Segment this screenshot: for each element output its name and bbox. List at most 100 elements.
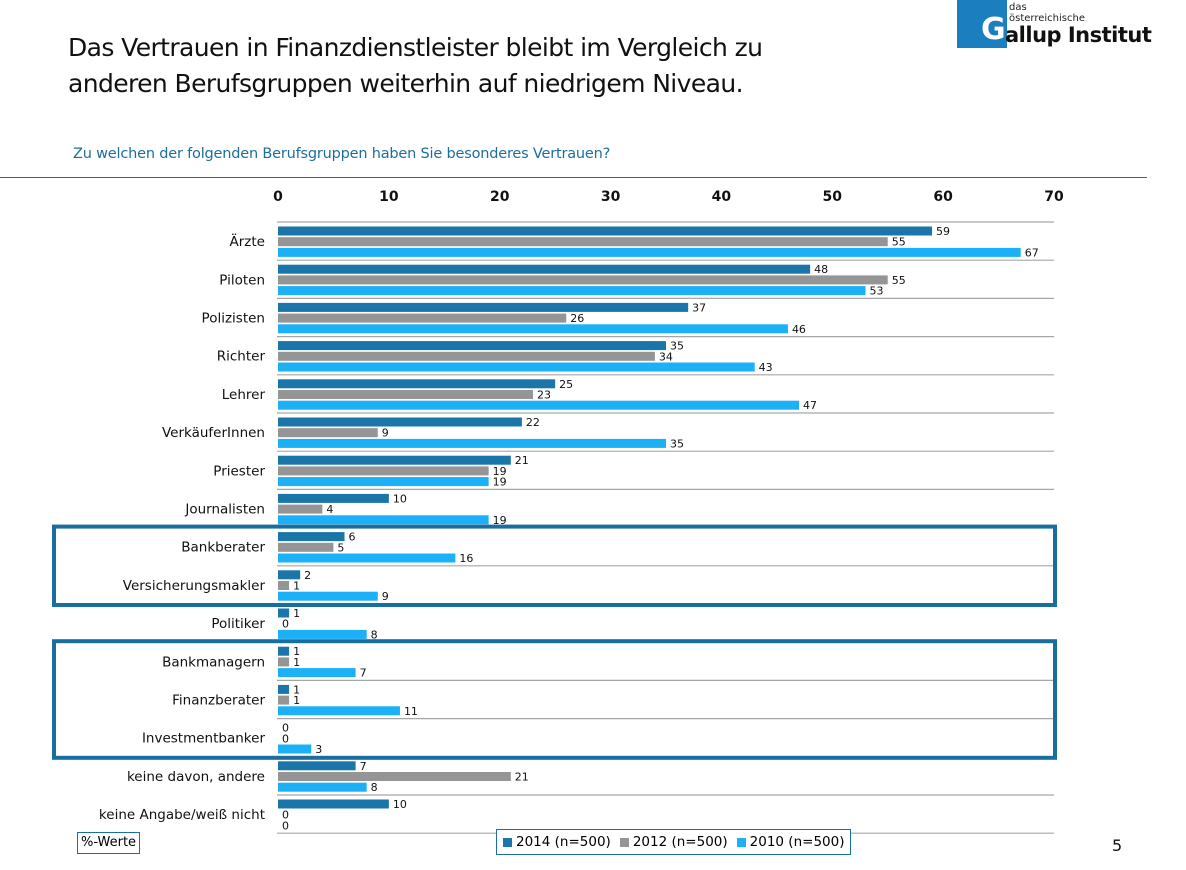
category-label-bankberater: Bankberater bbox=[181, 540, 265, 556]
page-number: 5 bbox=[1112, 836, 1123, 855]
data-label-finanzberater-2014: 1 bbox=[293, 683, 300, 696]
data-label-piloten-2014: 48 bbox=[814, 263, 828, 276]
data-label-journalisten-2012: 4 bbox=[326, 503, 333, 516]
category-label-lehrer: Lehrer bbox=[222, 387, 266, 403]
bar-polizisten-2012 bbox=[278, 313, 567, 323]
bar-bankberater-2012 bbox=[278, 542, 334, 552]
category-label-keine-davon-andere: keine davon, andere bbox=[127, 769, 265, 785]
x-tick-label: 70 bbox=[1044, 189, 1064, 205]
data-label-keine-angabe-weiss-nicht-2010: 0 bbox=[282, 819, 289, 832]
logo-wordmark: allup Institut bbox=[1005, 23, 1152, 47]
bar-aerzte-2014 bbox=[278, 226, 933, 236]
bar-richter-2014 bbox=[278, 341, 666, 351]
data-label-aerzte-2010: 67 bbox=[1025, 246, 1039, 259]
data-label-finanzberater-2012: 1 bbox=[293, 694, 300, 707]
bar-polizisten-2010 bbox=[278, 324, 788, 334]
x-tick-label: 50 bbox=[823, 189, 843, 205]
logo-text-small-2: österreichische bbox=[1009, 13, 1085, 24]
legend-label-2014: 2014 (n=500) bbox=[516, 834, 611, 850]
bar-politiker-2010 bbox=[278, 629, 367, 639]
bar-keine-davon-andere-2012 bbox=[278, 772, 511, 781]
data-label-investmentbanker-2012: 0 bbox=[282, 732, 289, 745]
bar-priester-2014 bbox=[278, 455, 511, 465]
data-label-verkaeuferinnen-2012: 9 bbox=[382, 427, 389, 440]
data-label-priester-2010: 19 bbox=[493, 476, 507, 489]
data-label-polizisten-2012: 26 bbox=[570, 312, 584, 325]
category-label-aerzte: Ärzte bbox=[230, 232, 265, 250]
data-label-keine-angabe-weiss-nicht-2014: 10 bbox=[393, 798, 407, 811]
bar-finanzberater-2012 bbox=[278, 695, 290, 705]
category-label-polizisten: Polizisten bbox=[202, 311, 265, 327]
unit-label: %-Werte bbox=[77, 832, 141, 854]
data-label-keine-davon-andere-2012: 21 bbox=[515, 771, 529, 784]
legend-label-2010: 2010 (n=500) bbox=[749, 834, 845, 850]
legend-item-2012: 2012 (n=500) bbox=[619, 832, 728, 852]
data-label-verkaeuferinnen-2014: 22 bbox=[526, 416, 540, 429]
data-label-lehrer-2010: 47 bbox=[803, 399, 817, 412]
x-tick-label: 40 bbox=[712, 189, 732, 205]
legend-swatch-2012 bbox=[619, 837, 629, 847]
bar-verkaeuferinnen-2012 bbox=[278, 428, 378, 438]
data-label-versicherungsmakler-2010: 9 bbox=[382, 590, 389, 603]
data-label-polizisten-2010: 46 bbox=[792, 323, 806, 336]
x-tick-label: 30 bbox=[601, 189, 621, 205]
data-label-polizisten-2014: 37 bbox=[692, 301, 706, 314]
data-label-politiker-2012: 0 bbox=[282, 618, 289, 631]
bar-priester-2010 bbox=[278, 477, 489, 487]
data-label-versicherungsmakler-2014: 2 bbox=[304, 569, 311, 582]
bar-journalisten-2012 bbox=[278, 504, 323, 514]
data-label-aerzte-2012: 55 bbox=[892, 236, 906, 249]
category-label-keine-angabe-weiss-nicht: keine Angabe/weiß nicht bbox=[99, 807, 265, 823]
bar-piloten-2014 bbox=[278, 264, 811, 274]
legend-swatch-2010 bbox=[736, 837, 746, 847]
title-line-1: Das Vertrauen in Finanzdienstleister ble… bbox=[68, 33, 763, 62]
data-label-richter-2014: 35 bbox=[670, 340, 684, 353]
x-tick-label: 10 bbox=[379, 189, 399, 205]
logo-letter: G bbox=[981, 12, 1006, 47]
data-label-richter-2010: 43 bbox=[759, 361, 773, 374]
x-tick-label: 60 bbox=[933, 189, 953, 205]
bar-piloten-2010 bbox=[278, 286, 866, 296]
x-tick-label: 0 bbox=[273, 189, 283, 205]
bar-politiker-2014 bbox=[278, 608, 290, 618]
page-title: Das Vertrauen in Finanzdienstleister ble… bbox=[68, 30, 763, 102]
data-label-investmentbanker-2014: 0 bbox=[282, 722, 289, 735]
data-label-bankberater-2012: 5 bbox=[337, 541, 344, 554]
bar-bankberater-2014 bbox=[278, 532, 345, 542]
data-label-bankberater-2010: 16 bbox=[459, 552, 473, 565]
category-label-journalisten: Journalisten bbox=[184, 502, 265, 518]
category-label-investmentbanker: Investmentbanker bbox=[142, 731, 266, 747]
highlight-box-2 bbox=[52, 639, 1057, 760]
data-label-verkaeuferinnen-2010: 35 bbox=[670, 437, 684, 450]
header-divider bbox=[0, 177, 1147, 178]
bar-lehrer-2010 bbox=[278, 400, 800, 410]
bar-journalisten-2014 bbox=[278, 493, 389, 503]
bar-keine-davon-andere-2014 bbox=[278, 761, 356, 771]
data-label-keine-davon-andere-2010: 8 bbox=[371, 781, 378, 794]
legend-item-2014: 2014 (n=500) bbox=[503, 832, 611, 852]
category-label-priester: Priester bbox=[213, 463, 265, 479]
category-label-richter: Richter bbox=[217, 349, 266, 365]
bar-bankmanagern-2012 bbox=[278, 657, 290, 667]
data-label-bankberater-2014: 6 bbox=[349, 531, 356, 544]
category-label-finanzberater: Finanzberater bbox=[172, 693, 265, 709]
category-label-politiker: Politiker bbox=[211, 616, 265, 632]
bar-bankmanagern-2014 bbox=[278, 646, 290, 656]
bar-verkaeuferinnen-2014 bbox=[278, 417, 522, 427]
bar-investmentbanker-2010 bbox=[278, 744, 312, 754]
data-label-versicherungsmakler-2012: 1 bbox=[293, 580, 300, 593]
bar-piloten-2012 bbox=[278, 275, 888, 285]
legend-label-2012: 2012 (n=500) bbox=[632, 834, 728, 850]
bar-keine-angabe-weiss-nicht-2014 bbox=[278, 799, 389, 809]
highlight-box-1 bbox=[52, 524, 1057, 607]
data-label-lehrer-2012: 23 bbox=[537, 389, 551, 402]
bar-journalisten-2010 bbox=[278, 515, 489, 525]
bar-versicherungsmakler-2014 bbox=[278, 570, 301, 580]
bar-keine-davon-andere-2010 bbox=[278, 782, 367, 792]
bar-lehrer-2014 bbox=[278, 379, 556, 389]
data-label-bankmanagern-2012: 1 bbox=[293, 656, 300, 669]
bar-richter-2012 bbox=[278, 351, 655, 361]
bar-versicherungsmakler-2010 bbox=[278, 591, 378, 601]
bar-bankmanagern-2010 bbox=[278, 668, 356, 678]
legend: 2014 (n=500) 2012 (n=500) 2010 (n=500) bbox=[496, 829, 852, 855]
